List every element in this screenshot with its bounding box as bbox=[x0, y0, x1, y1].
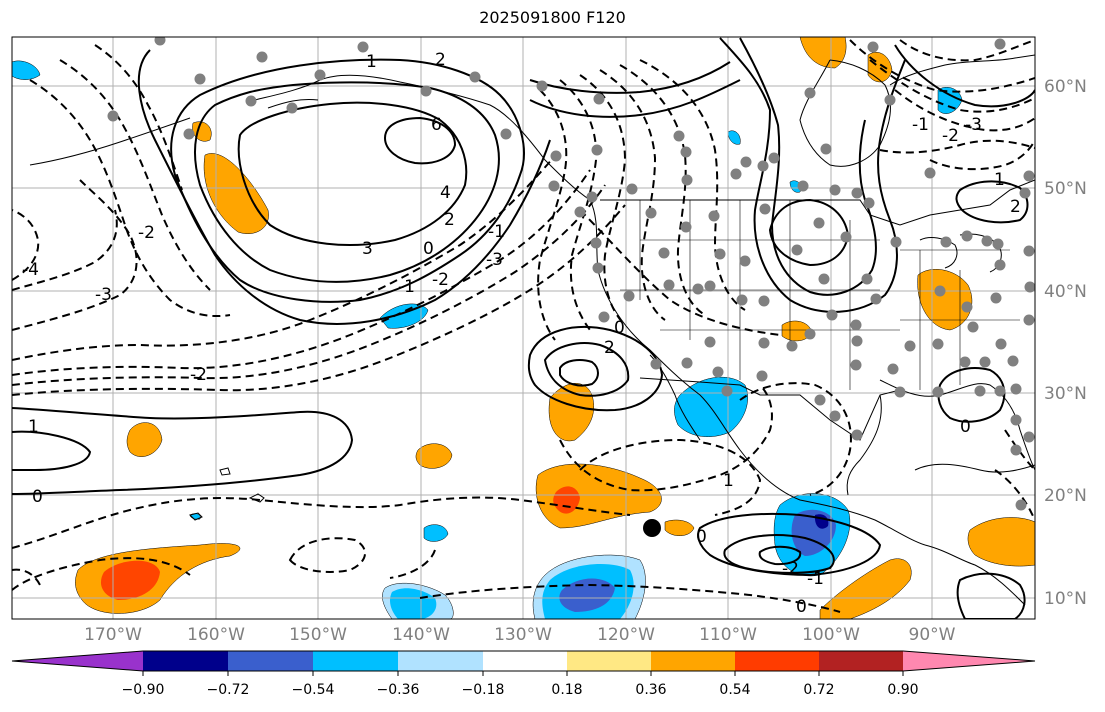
orange-region-great-lakes bbox=[917, 269, 973, 331]
colorbar-segment bbox=[651, 651, 735, 671]
colorbar-tick-label: −0.54 bbox=[291, 682, 335, 698]
colorbar-segment bbox=[567, 651, 651, 671]
red-region-west-pacific bbox=[100, 560, 160, 600]
contour-label: 0 bbox=[960, 417, 971, 437]
colorbar-segment bbox=[483, 651, 567, 671]
orange-region-gulf-mexico bbox=[819, 558, 912, 619]
dashed-contours bbox=[12, 39, 1035, 613]
contour-label: -1 bbox=[912, 115, 929, 135]
contour-label: 0 bbox=[614, 318, 625, 338]
contour-label: -3 bbox=[965, 115, 982, 135]
colorbar-tick-label: 0.72 bbox=[803, 682, 835, 698]
contour-label: 2 bbox=[604, 338, 615, 358]
longitude-label: 150°W bbox=[289, 625, 347, 645]
colorbar-tick-label: 0.54 bbox=[719, 682, 751, 698]
colorbar-segment bbox=[398, 651, 483, 671]
contour-label: -1 bbox=[488, 222, 505, 242]
orange-region-gulf-alaska bbox=[203, 153, 269, 234]
contour-label: 0 bbox=[796, 597, 807, 617]
blue-region-small-pacific bbox=[379, 303, 429, 329]
contour-label: 0 bbox=[423, 239, 434, 259]
red-region-east-pacific bbox=[553, 486, 580, 514]
latitude-label: 50°N bbox=[1044, 179, 1087, 199]
colorbar bbox=[11, 650, 1036, 676]
colorbar-segment bbox=[12, 651, 143, 671]
colorbar-segment bbox=[228, 651, 313, 671]
colorbar-tick-label: −0.36 bbox=[376, 682, 420, 698]
blue-region-mid-pacific-2 bbox=[390, 588, 437, 619]
map-frame bbox=[11, 36, 1036, 620]
orange-region-small-2 bbox=[126, 422, 163, 457]
state-borders bbox=[620, 200, 1020, 390]
colorbar-tick-label: 0.18 bbox=[551, 682, 583, 698]
orange-region-small-3 bbox=[415, 443, 453, 469]
colorbar-segment bbox=[143, 651, 228, 671]
longitude-label: 170°W bbox=[84, 625, 142, 645]
colorbar-segment bbox=[313, 651, 398, 671]
longitude-label: 110°W bbox=[699, 625, 757, 645]
contour-label: 2 bbox=[1010, 197, 1021, 217]
colorbar-tick-label: −0.18 bbox=[461, 682, 505, 698]
map-title: 2025091800 F120 bbox=[479, 8, 626, 27]
longitude-label: 140°W bbox=[392, 625, 450, 645]
contour-label: 3 bbox=[362, 239, 373, 259]
station-dots bbox=[107, 37, 1035, 511]
royal-region-east-pacific bbox=[559, 578, 615, 612]
blue-region-nw bbox=[12, 60, 41, 80]
longitude-label: 100°W bbox=[802, 625, 860, 645]
contour-label: -1 bbox=[807, 569, 824, 589]
graticule bbox=[12, 37, 1035, 619]
longitude-label: 120°W bbox=[597, 625, 655, 645]
contour-label: -3 bbox=[95, 285, 112, 305]
contour-label: 1 bbox=[28, 417, 39, 437]
contour-label: 6 bbox=[431, 115, 442, 135]
colorbar-tick-label: −0.72 bbox=[206, 682, 250, 698]
contour-label: 2 bbox=[435, 50, 446, 70]
blue-region-small-pacific-2 bbox=[423, 524, 449, 542]
latitude-label: 60°N bbox=[1044, 77, 1087, 97]
blue-region-bc bbox=[727, 130, 741, 145]
colorbar-segment bbox=[735, 651, 819, 671]
contour-label: -2 bbox=[782, 559, 799, 579]
colorbar-segment bbox=[903, 651, 1035, 671]
contour-label: 0 bbox=[32, 487, 43, 507]
contour-label: -2 bbox=[942, 126, 959, 146]
orange-region-caribbean bbox=[967, 517, 1035, 567]
contour-label: 4 bbox=[440, 183, 451, 203]
contour-label: 2 bbox=[444, 210, 455, 230]
contour-label-group: 6 4 3 2 2 1 0 -1 -2 -3 -4 1 0 -1 2 -2 0 … bbox=[22, 50, 1021, 617]
colorbar-tick-label: −0.90 bbox=[121, 682, 165, 698]
colorbar-tick-label: 0.36 bbox=[635, 682, 667, 698]
contour-label: 1 bbox=[366, 52, 377, 72]
latitude-label: 40°N bbox=[1044, 282, 1087, 302]
contour-label: -1 bbox=[398, 277, 415, 297]
contour-label: 1 bbox=[994, 170, 1005, 190]
contour-label: -2 bbox=[190, 365, 207, 385]
contour-label: -2 bbox=[138, 223, 155, 243]
storm-center-marker bbox=[643, 519, 661, 537]
orange-region-small-4 bbox=[664, 519, 695, 536]
contour-label: 1 bbox=[723, 471, 734, 491]
contour-label: -4 bbox=[22, 260, 39, 280]
longitude-label: 90°W bbox=[908, 625, 956, 645]
contour-label: -3 bbox=[486, 250, 503, 270]
contour-label: 0 bbox=[696, 527, 707, 547]
longitude-label: 160°W bbox=[187, 625, 245, 645]
latitude-label: 20°N bbox=[1044, 486, 1087, 506]
latitude-label: 30°N bbox=[1044, 384, 1087, 404]
colorbar-segment bbox=[819, 651, 903, 671]
latitude-label: 10°N bbox=[1044, 589, 1087, 609]
orange-region-baja bbox=[548, 383, 594, 442]
contour-label: -2 bbox=[432, 270, 449, 290]
longitude-label: 130°W bbox=[494, 625, 552, 645]
colorbar-tick-label: 0.90 bbox=[887, 682, 919, 698]
